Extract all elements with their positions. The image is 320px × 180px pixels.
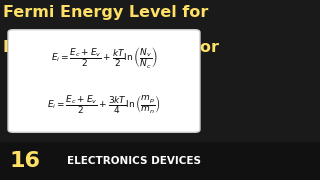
Bar (0, 142, 320, 180)
Text: 16: 16 (10, 151, 41, 171)
Text: $E_i = \dfrac{E_c + E_v}{2} + \dfrac{3kT}{4}\ln\left(\dfrac{m_p}{m_n}\right)$: $E_i = \dfrac{E_c + E_v}{2} + \dfrac{3kT… (47, 93, 161, 116)
Text: Intrinsic Semiconductor: Intrinsic Semiconductor (3, 40, 219, 55)
Text: $E_i = \dfrac{E_c + E_v}{2} + \dfrac{kT}{2}\ln\left(\dfrac{N_v}{N_c}\right)$: $E_i = \dfrac{E_c + E_v}{2} + \dfrac{kT}… (51, 45, 157, 70)
Text: Fermi Energy Level for: Fermi Energy Level for (3, 5, 209, 20)
Text: ELECTRONICS DEVICES: ELECTRONICS DEVICES (67, 156, 201, 166)
FancyBboxPatch shape (8, 30, 200, 132)
